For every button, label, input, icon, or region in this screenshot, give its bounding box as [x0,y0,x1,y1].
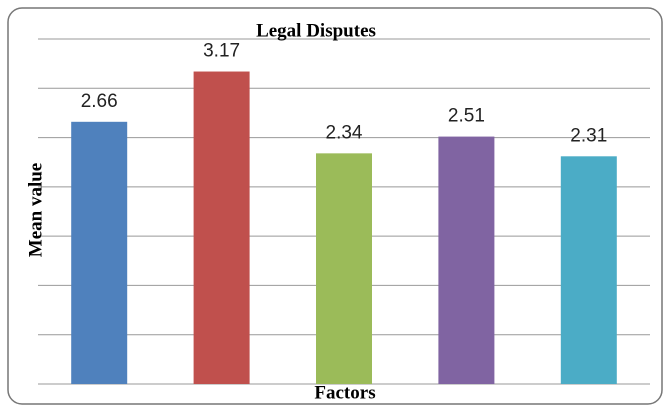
bar [193,71,250,385]
value-label: 2.51 [448,106,485,127]
bar [316,153,372,384]
y-axis-label: Mean value [25,163,46,257]
x-axis-label: Factors [314,382,375,403]
chart-title: Legal Disputes [256,20,376,41]
marks: 2.66 3.17 2.34 2.51 2.31 [71,41,617,385]
value-label: 2.66 [81,91,118,112]
value-label: 2.34 [326,122,363,143]
value-label: 2.31 [570,125,607,146]
value-label: 3.17 [203,41,240,62]
bar [438,136,495,384]
bar [560,156,617,384]
bar [71,121,128,385]
